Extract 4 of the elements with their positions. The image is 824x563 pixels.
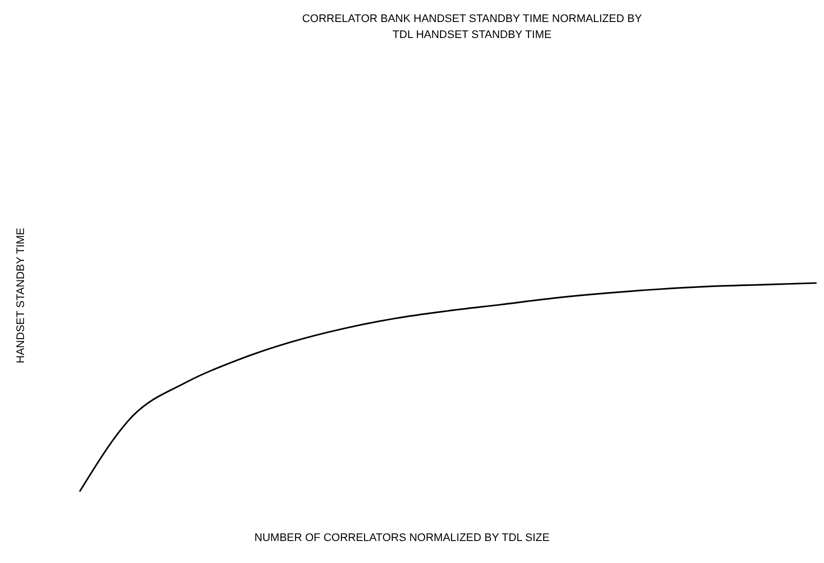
chart-subtitle: TDL HANDSET STANDBY TIME	[392, 29, 552, 41]
chart-title: CORRELATOR BANK HANDSET STANDBY TIME NORMALIZED BY	[302, 13, 643, 25]
x-axis-title: NUMBER OF CORRELATORS NORMALIZED BY TDL SIZE	[254, 532, 550, 544]
y-axis-title: HANDSET STANDBY TIME	[15, 228, 27, 364]
